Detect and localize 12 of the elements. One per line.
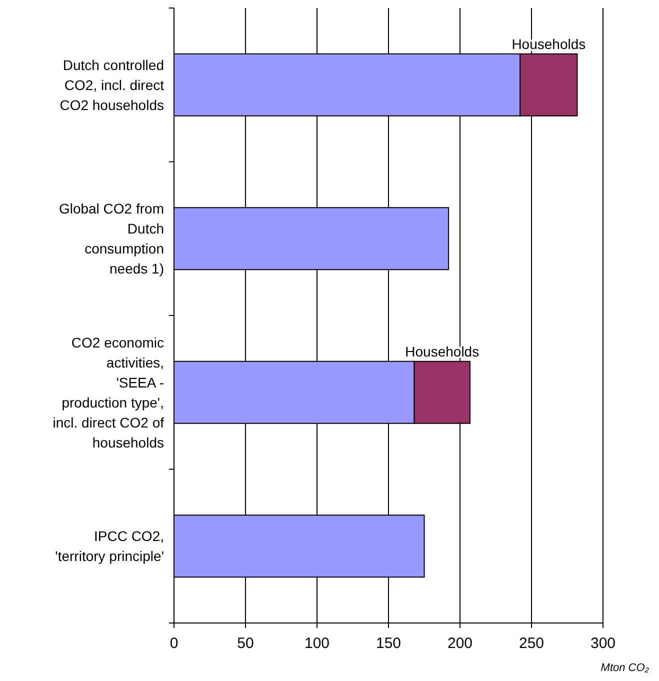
y-tick-label: IPCC CO2, 'territory principle' — [55, 528, 164, 564]
x-tick-label: 200 — [447, 635, 473, 652]
x-tick-label: 100 — [304, 635, 330, 652]
x-tick-label: 300 — [590, 635, 616, 652]
x-tick-label: 250 — [518, 635, 544, 652]
x-tick-label: 0 — [170, 635, 178, 652]
y-tick-label: Global CO2 from Dutch consumption needs 1) — [58, 200, 164, 277]
x-tick-label: 150 — [376, 635, 402, 652]
y-tick-label: CO2 economic activities, 'SEEA - production type', incl. direct CO2 of households — [52, 334, 164, 450]
x-axis-title: Mton CO₂ — [600, 662, 650, 674]
y-tick-label: Dutch controlled CO2, incl. direct CO2 households — [60, 56, 164, 113]
x-tick-label: 50 — [237, 635, 254, 652]
